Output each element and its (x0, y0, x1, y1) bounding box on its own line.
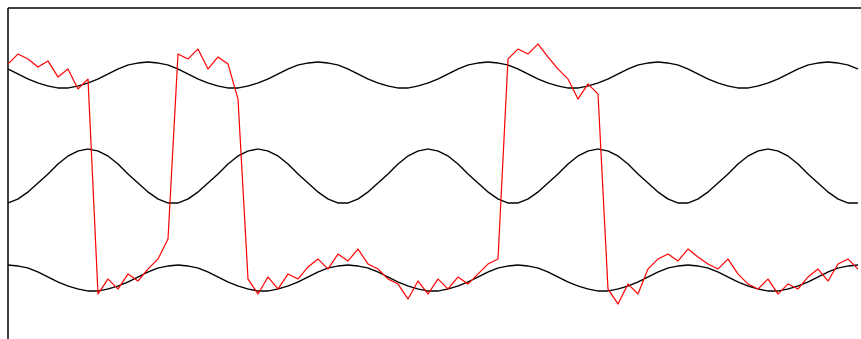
signal-line (7, 43, 859, 305)
reference-line (7, 264, 859, 292)
reference-line (7, 61, 859, 89)
reference-line (7, 148, 858, 204)
